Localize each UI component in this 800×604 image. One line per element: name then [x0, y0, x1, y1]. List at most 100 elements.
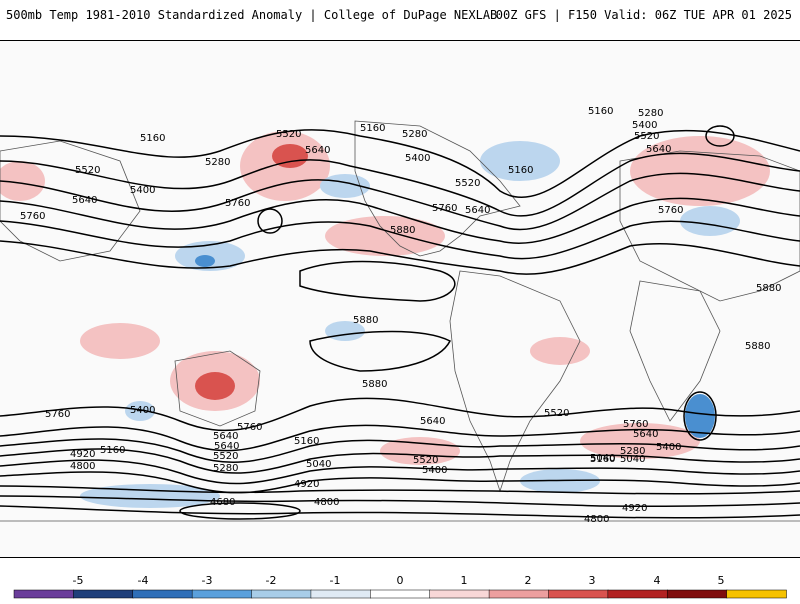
contour-label-layer: 5160 5520 5640 5280 5160 5280 5400 5160 … — [20, 106, 781, 525]
contour-label: 4920 — [294, 479, 319, 490]
contour-label: 5640 — [646, 144, 671, 155]
colorbar-tick-label: 3 — [589, 574, 596, 587]
contour-label: 5280 — [213, 463, 238, 474]
contour-low-pacific — [257, 208, 283, 234]
contour-label: 5520 — [455, 178, 480, 189]
warm-anomaly-subtropical-pacific — [325, 216, 445, 256]
contour-label: 5400 — [422, 465, 447, 476]
south-america-outline — [449, 270, 581, 493]
contour-label: 5760 — [432, 203, 457, 214]
contour-label: 5520 — [413, 455, 438, 466]
map-svg: 5160 5520 5640 5280 5160 5280 5400 5160 … — [0, 106, 800, 525]
contour-label: 5640 — [214, 441, 239, 452]
colorbar-tick-label: 1 — [461, 574, 468, 587]
warm-anomaly-southern-ocean — [580, 423, 700, 459]
colorbar-tick-label: 5 — [718, 574, 725, 587]
chart-header: 500mb Temp 1981-2010 Standardized Anomal… — [0, 0, 800, 36]
colorbar-tick-label: -4 — [138, 574, 149, 587]
colorbar-segment — [666, 589, 728, 599]
contour-label: 5640 — [305, 145, 330, 156]
cold-anomaly-north-atlantic — [480, 141, 560, 181]
contour-label: 5160 — [590, 454, 615, 465]
warm-anomaly-core — [272, 144, 308, 168]
contour-label: 5640 — [465, 205, 490, 216]
colorbar-labels: -5 -4 -3 -2 -1 0 1 2 3 4 5 — [73, 574, 725, 587]
contour-label: 5760 — [658, 205, 683, 216]
colorbar-tick-label: -1 — [330, 574, 341, 587]
contour-label: 5160 — [140, 133, 165, 144]
contour-5160-south — [0, 471, 800, 494]
contour-5040-south — [0, 485, 800, 495]
contour-label: 5400 — [130, 185, 155, 196]
contour-label: 5640 — [72, 195, 97, 206]
cold-anomaly-antarctic — [80, 484, 220, 508]
colorbar-segment — [429, 589, 490, 599]
cold-anomaly-indian-ocean — [125, 401, 155, 421]
colorbar-tick-label: 0 — [397, 574, 404, 587]
contour-5160-north — [0, 129, 800, 198]
colorbar-segment — [132, 589, 193, 599]
contour-5640-south — [0, 424, 800, 452]
east-asia-outline — [0, 140, 141, 262]
colorbar-segment — [310, 589, 372, 599]
colorbar: -5 -4 -3 -2 -1 0 1 2 3 4 5 — [0, 572, 800, 600]
contour-label: 5160 — [508, 165, 533, 176]
contour-label: 5880 — [756, 283, 781, 294]
contour-5280-north — [0, 152, 800, 217]
contour-label: 5160 — [100, 445, 125, 456]
contour-5880-north — [299, 260, 456, 302]
contour-4800-south — [0, 505, 800, 519]
model-run-info: 00Z GFS | F150 Valid: 06Z TUE APR 01 202… — [495, 8, 792, 22]
contour-5400-south — [0, 448, 800, 474]
contour-label: 5760 — [20, 211, 45, 222]
contour-label: 5160 — [588, 106, 613, 117]
warm-anomaly-south-pacific — [380, 437, 460, 465]
colorbar-tick-label: 2 — [525, 574, 532, 587]
warm-anomaly-south-atlantic — [530, 337, 590, 365]
contour-label: 5880 — [353, 315, 378, 326]
contour-label: 5280 — [205, 157, 230, 168]
contour-4920-south — [0, 495, 800, 508]
cold-anomaly-core — [195, 255, 215, 267]
colorbar-segment — [488, 589, 550, 599]
colorbar-segment — [548, 589, 609, 599]
chart-title: 500mb Temp 1981-2010 Standardized Anomal… — [6, 8, 498, 22]
contour-label: 5400 — [130, 405, 155, 416]
contour-label: 5280 — [402, 129, 427, 140]
contour-4680 — [179, 502, 301, 520]
colorbar-segment — [726, 589, 787, 599]
contour-label: 4920 — [622, 503, 647, 514]
warm-anomaly-australia-core — [195, 372, 235, 400]
contour-5880-south — [309, 330, 452, 372]
contour-5400-north — [0, 172, 800, 231]
colorbar-segment — [13, 589, 75, 599]
contour-5520-south — [0, 438, 800, 463]
contour-label: 5400 — [656, 442, 681, 453]
contour-label: 5520 — [544, 408, 569, 419]
contour-label: 5040 — [306, 459, 331, 470]
contour-5760-south — [0, 397, 800, 432]
cold-anomaly-south-indian — [685, 394, 715, 438]
contour-label: 5640 — [420, 416, 445, 427]
warm-anomaly-indonesia — [80, 323, 160, 359]
map-panel: 5160 5520 5640 5280 5160 5280 5400 5160 … — [0, 40, 800, 558]
contour-label: 5400 — [405, 153, 430, 164]
contour-label: 4920 — [70, 449, 95, 460]
contour-label: 5520 — [213, 451, 238, 462]
contour-label: 5400 — [632, 120, 657, 131]
contour-label: 4800 — [70, 461, 95, 472]
contour-label: 5640 — [213, 431, 238, 442]
colorbar-segment — [370, 589, 431, 599]
africa-outline — [629, 280, 721, 422]
contour-label: 5880 — [745, 341, 770, 352]
contour-label: 5760 — [225, 198, 250, 209]
contour-label: 5760 — [45, 409, 70, 420]
colorbar-tick-label: -5 — [73, 574, 84, 587]
colorbar-tick-label: -2 — [266, 574, 277, 587]
colorbar-segment — [251, 589, 312, 599]
contour-label: 5640 — [633, 429, 658, 440]
colorbar-segment — [191, 589, 253, 599]
contour-label: 5520 — [276, 129, 301, 140]
contour-low-europe — [705, 125, 735, 147]
contour-label: 5880 — [362, 379, 387, 390]
